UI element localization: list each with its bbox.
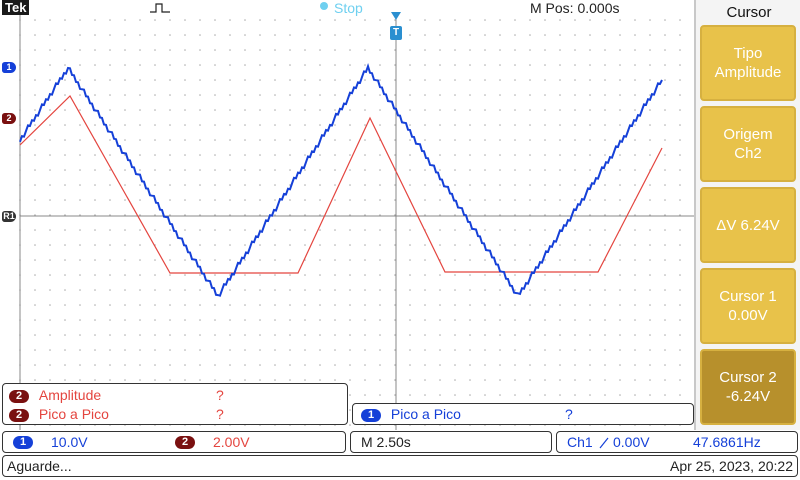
cursor-delta-button[interactable]: ΔV 6.24V: [700, 187, 796, 263]
ch2-chip: 2: [9, 408, 29, 422]
trigger-pulse-icon: [150, 3, 170, 13]
ch2-waveform: [19, 95, 663, 274]
trigger-frequency: 47.6861Hz: [693, 434, 761, 450]
brand-logo: Tek: [2, 0, 30, 15]
cursor-type-button[interactable]: Tipo Amplitude: [700, 25, 796, 101]
cursor-source-button[interactable]: Origem Ch2: [700, 106, 796, 182]
trigger-position-marker[interactable]: T: [389, 12, 403, 40]
ch1-scale: 10.0V: [51, 434, 88, 450]
ch1-chip: 1: [361, 408, 381, 422]
grid-dots: [19, 19, 681, 426]
cursor-type-label: Tipo Amplitude: [714, 45, 782, 81]
trigger-level: 0.00V: [613, 434, 650, 450]
measurement-value: ?: [216, 406, 224, 422]
cursor2-button[interactable]: Cursor 2 -6.24V: [700, 349, 796, 425]
timebase-readout[interactable]: M 2.50s: [350, 431, 552, 453]
ch2-chip: 2: [175, 436, 195, 449]
measurement-row-peak-to-peak: 2 Pico a Pico: [9, 406, 109, 422]
measurement-value: ?: [565, 406, 573, 422]
cursor1-label: Cursor 1 0.00V: [719, 288, 777, 324]
ch1-measurement-panel: 1 Pico a Pico ?: [352, 403, 694, 425]
measurement-value: ?: [216, 387, 224, 403]
measurement-name: Pico a Pico: [390, 406, 461, 422]
timebase-value: M 2.50s: [361, 434, 411, 450]
side-menu-title: Cursor: [726, 4, 772, 21]
rising-edge-icon: [599, 437, 609, 449]
ch1-chip: 1: [13, 436, 33, 449]
cursor-source-label: Origem Ch2: [723, 126, 773, 162]
horizontal-position: M Pos: 0.000s: [530, 0, 620, 16]
measurement-row-amplitude: 2 Amplitude: [9, 387, 101, 403]
ch1-ground-marker[interactable]: 1: [2, 62, 16, 73]
cursor1-button[interactable]: Cursor 1 0.00V: [700, 268, 796, 344]
trigger-marker-label: T: [392, 27, 400, 38]
cursor-side-menu: Cursor Tipo Amplitude Origem Ch2 ΔV 6.24…: [694, 0, 800, 430]
status-datetime: Apr 25, 2023, 20:22: [670, 458, 793, 474]
acquisition-state-icon: [320, 2, 328, 10]
ch1-waveform: [19, 62, 663, 297]
measurement-row-peak-to-peak: 1 Pico a Pico: [361, 406, 461, 422]
status-message: Aguarde...: [7, 458, 72, 474]
status-bar: Aguarde... Apr 25, 2023, 20:22: [2, 455, 798, 477]
channel-scale-readout[interactable]: 1 10.0V 2 2.00V: [2, 431, 346, 453]
measurement-name: Pico a Pico: [38, 406, 109, 422]
cursor-delta-label: ΔV 6.24V: [716, 216, 780, 234]
cursor2-label: Cursor 2 -6.24V: [719, 369, 777, 405]
ch2-ground-marker[interactable]: 2: [2, 113, 16, 124]
ch2-chip: 2: [9, 389, 29, 403]
waveform-graticule: [19, 15, 694, 430]
acquisition-state: Stop: [334, 0, 363, 16]
ch2-measurement-panel: 2 Amplitude ? 2 Pico a Pico ?: [2, 383, 348, 425]
trigger-source: Ch1: [567, 434, 593, 450]
ref1-ground-marker[interactable]: R1: [2, 211, 16, 222]
trigger-marker-icon: [390, 12, 402, 40]
trigger-readout[interactable]: Ch1 0.00V 47.6861Hz: [556, 431, 798, 453]
measurement-name: Amplitude: [38, 387, 102, 403]
ch2-scale: 2.00V: [213, 434, 250, 450]
